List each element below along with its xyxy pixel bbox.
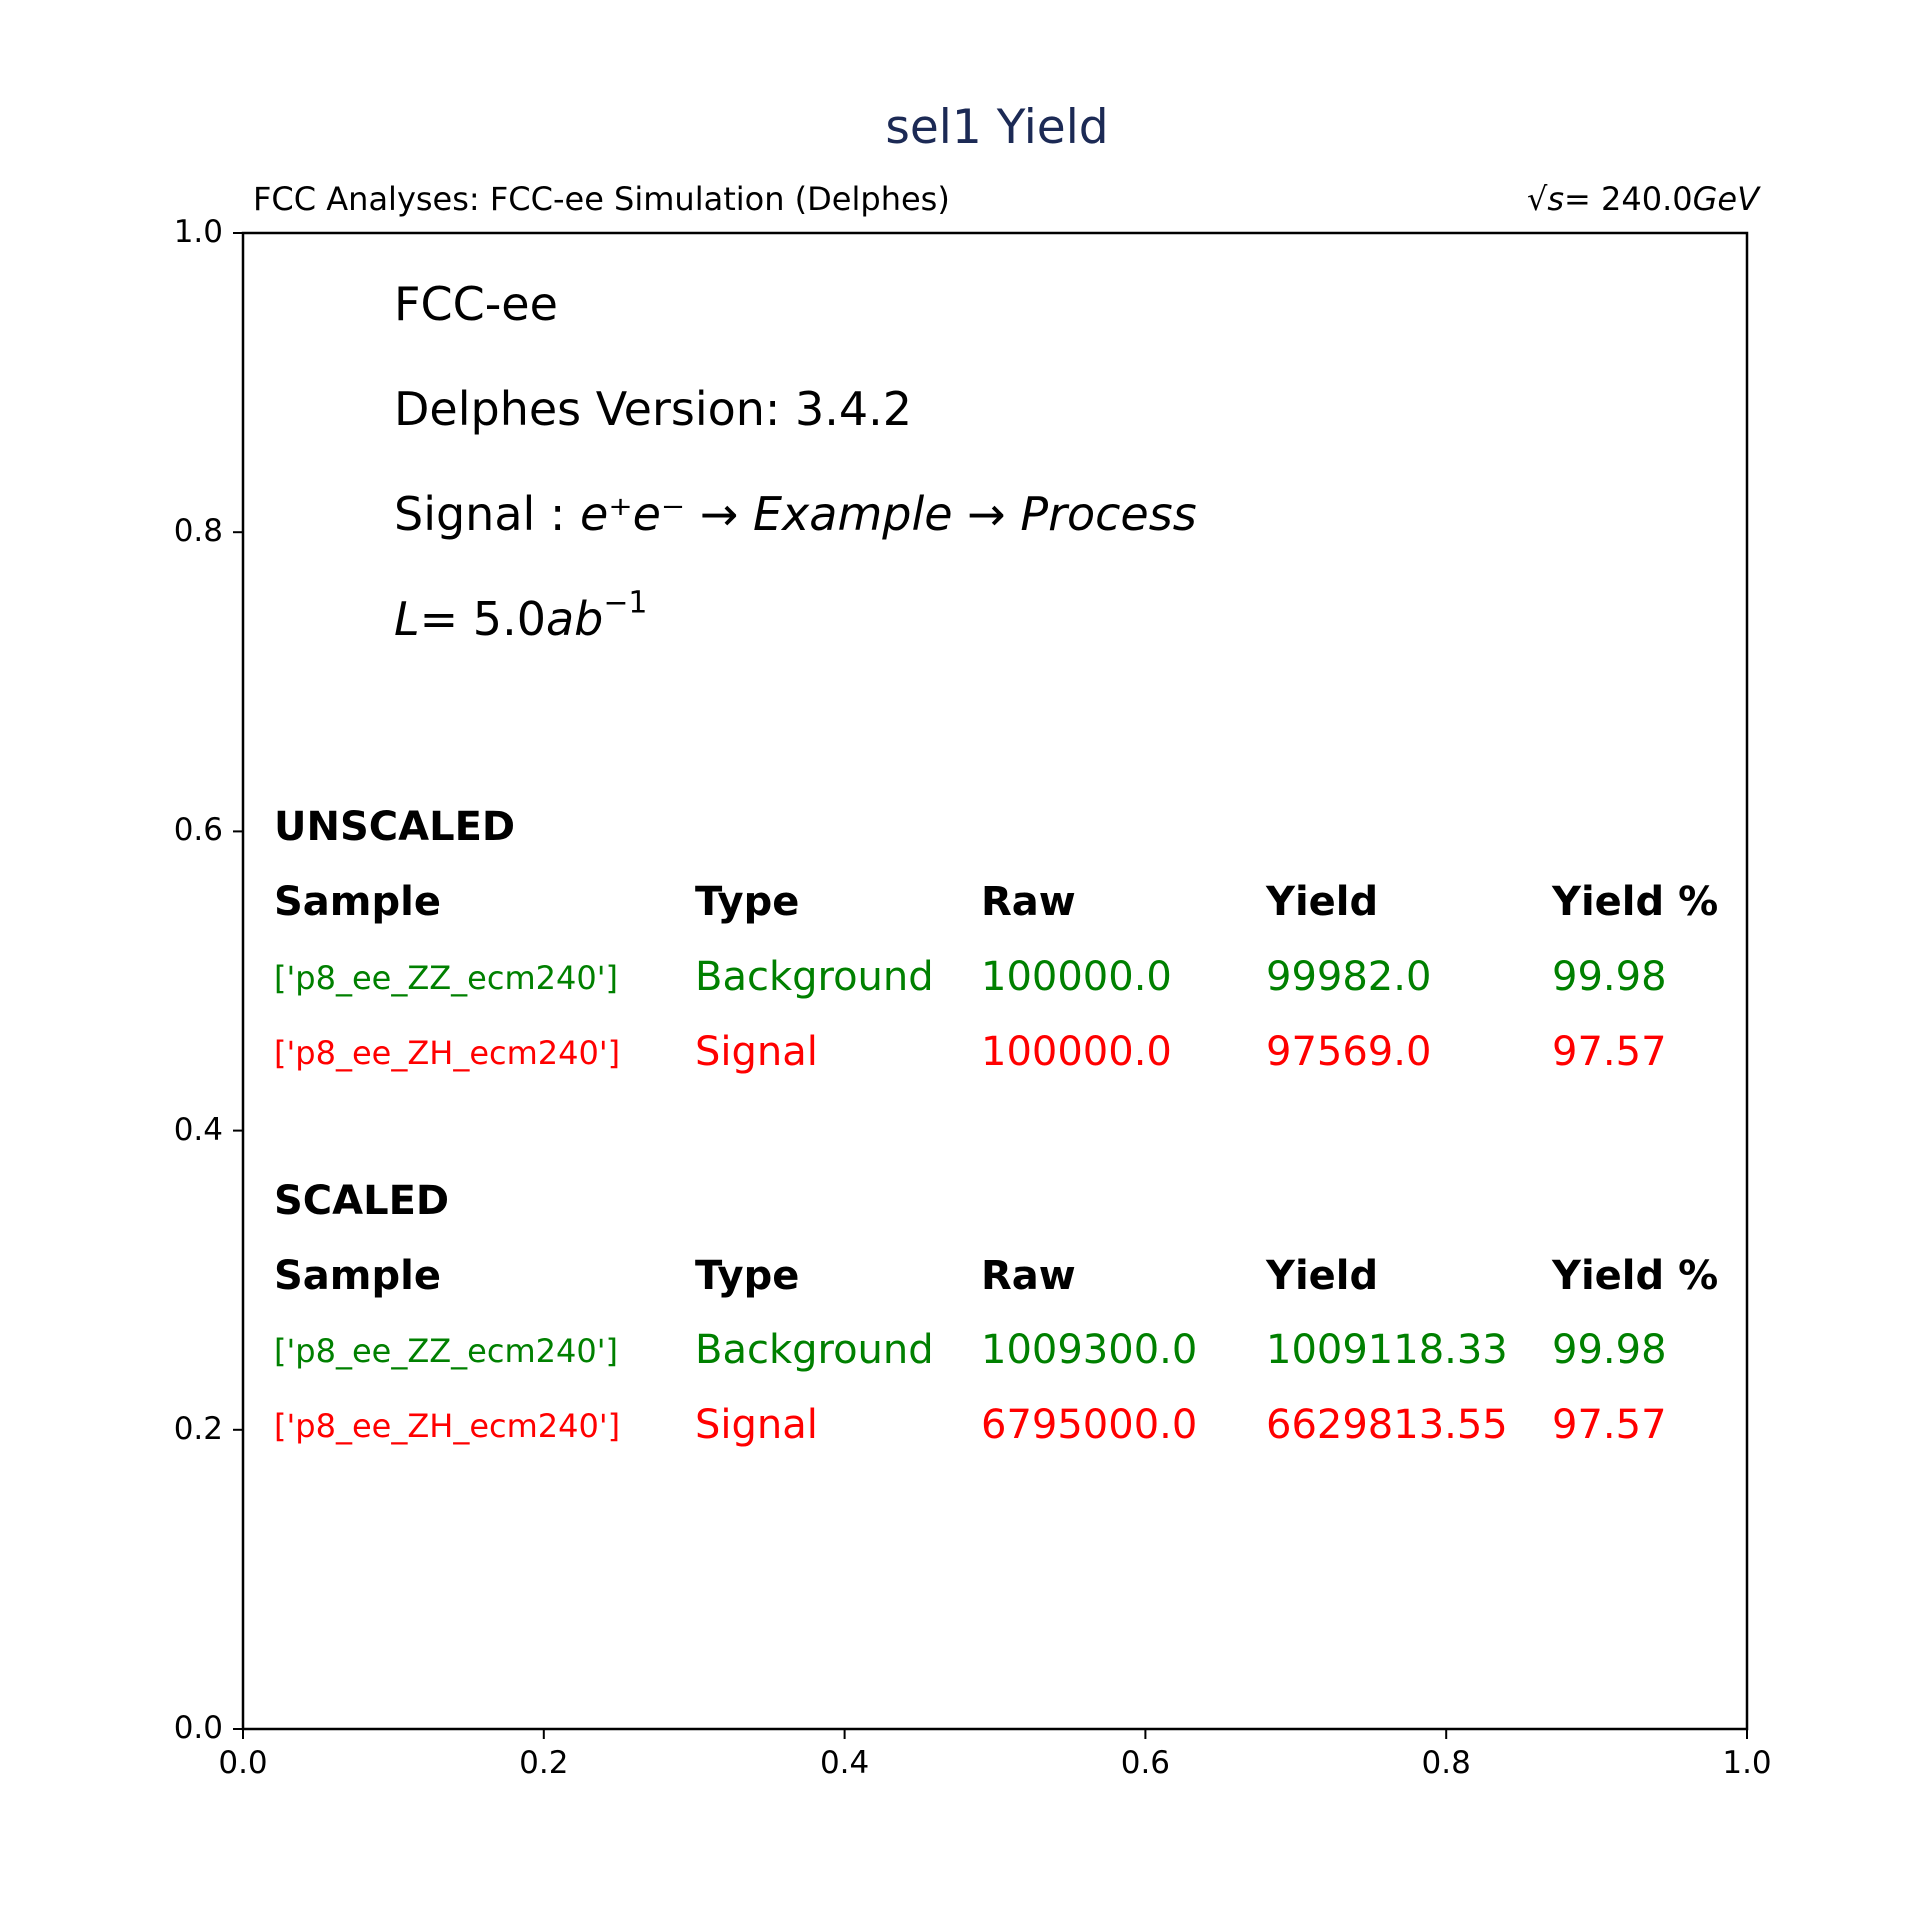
scaled-cell-raw: 1009300.0 bbox=[981, 1327, 1198, 1373]
y-tick-label: 0.6 bbox=[173, 812, 223, 849]
sqrt-s-value: = 240.0 bbox=[1564, 180, 1693, 218]
section-scaled-label: SCALED bbox=[274, 1178, 450, 1224]
scaled-col-header: Yield % bbox=[1552, 1253, 1719, 1299]
luminosity-exponent: −1 bbox=[603, 585, 648, 621]
note-signal-process: Signal : e⁺e⁻ → Example → Process bbox=[394, 487, 1197, 541]
unscaled-cell-yield-pct: 99.98 bbox=[1552, 954, 1667, 1000]
y-tick-label: 0.8 bbox=[173, 513, 223, 550]
signal-process: e⁺e⁻ → Example → Process bbox=[580, 487, 1197, 541]
unscaled-col-header: Yield % bbox=[1552, 879, 1719, 925]
note-collider: FCC-ee bbox=[394, 277, 558, 331]
energy-unit: GeV bbox=[1692, 180, 1759, 218]
unscaled-col-header: Raw bbox=[981, 879, 1076, 925]
unscaled-cell-yield: 97569.0 bbox=[1266, 1029, 1432, 1075]
unscaled-col-header: Type bbox=[695, 879, 800, 925]
scaled-cell-sample: ['p8_ee_ZH_ecm240'] bbox=[274, 1407, 621, 1445]
unscaled-cell-raw: 100000.0 bbox=[981, 1029, 1172, 1075]
x-tick-label: 0.4 bbox=[819, 1745, 870, 1781]
y-tick-label: 0.4 bbox=[173, 1111, 223, 1148]
scaled-cell-raw: 6795000.0 bbox=[981, 1402, 1198, 1448]
note-delphes-version: Delphes Version: 3.4.2 bbox=[394, 382, 913, 436]
scaled-col-header: Yield bbox=[1266, 1253, 1379, 1299]
section-unscaled-label: UNSCALED bbox=[274, 804, 516, 850]
unscaled-cell-raw: 100000.0 bbox=[981, 954, 1172, 1000]
unscaled-cell-yield: 99982.0 bbox=[1266, 954, 1432, 1000]
x-tick-label: 0.6 bbox=[1120, 1745, 1171, 1781]
header-right-energy: √s= 240.0GeV bbox=[1527, 180, 1759, 218]
scaled-cell-yield: 1009118.33 bbox=[1266, 1327, 1508, 1373]
x-tick-label: 0.0 bbox=[218, 1745, 268, 1781]
signal-prefix: Signal : bbox=[394, 487, 581, 541]
scaled-col-header: Raw bbox=[981, 1253, 1076, 1299]
unscaled-cell-sample: ['p8_ee_ZZ_ecm240'] bbox=[274, 959, 618, 997]
unscaled-cell-type: Background bbox=[695, 954, 934, 1000]
header-left-label: FCC Analyses: FCC-ee Simulation (Delphes… bbox=[253, 180, 950, 218]
x-tick-label: 0.2 bbox=[519, 1745, 569, 1781]
luminosity-unit: ab bbox=[545, 592, 604, 646]
unscaled-cell-type: Signal bbox=[695, 1029, 818, 1075]
scaled-col-header: Sample bbox=[274, 1253, 441, 1299]
scaled-col-header: Type bbox=[695, 1253, 800, 1299]
scaled-cell-type: Signal bbox=[695, 1402, 818, 1448]
scaled-cell-sample: ['p8_ee_ZZ_ecm240'] bbox=[274, 1332, 618, 1370]
sqrt-s-symbol: √s bbox=[1526, 180, 1565, 218]
unscaled-col-header: Yield bbox=[1266, 879, 1379, 925]
note-luminosity: L= 5.0ab−1 bbox=[394, 588, 647, 646]
unscaled-cell-sample: ['p8_ee_ZH_ecm240'] bbox=[274, 1034, 621, 1072]
x-tick-label: 0.8 bbox=[1421, 1745, 1471, 1781]
y-tick-label: 0.0 bbox=[173, 1710, 223, 1746]
scaled-cell-yield-pct: 99.98 bbox=[1552, 1327, 1667, 1373]
scaled-cell-yield: 6629813.55 bbox=[1266, 1402, 1508, 1448]
scaled-cell-type: Background bbox=[695, 1327, 934, 1373]
x-tick-label: 1.0 bbox=[1722, 1745, 1772, 1781]
chart-title: sel1 Yield bbox=[885, 100, 1109, 155]
axes-frame bbox=[241, 231, 1749, 1731]
scaled-cell-yield-pct: 97.57 bbox=[1552, 1402, 1667, 1448]
luminosity-value: = 5.0 bbox=[419, 592, 546, 646]
y-tick-label: 0.2 bbox=[173, 1410, 223, 1447]
unscaled-cell-yield-pct: 97.57 bbox=[1552, 1029, 1667, 1075]
unscaled-col-header: Sample bbox=[274, 879, 441, 925]
axis-ticks bbox=[233, 232, 1748, 1739]
luminosity-symbol: L bbox=[394, 592, 420, 646]
y-tick-label: 1.0 bbox=[173, 214, 223, 250]
